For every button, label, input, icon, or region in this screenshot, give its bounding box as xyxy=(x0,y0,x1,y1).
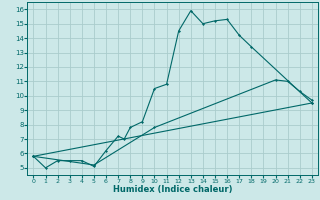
X-axis label: Humidex (Indice chaleur): Humidex (Indice chaleur) xyxy=(113,185,232,194)
